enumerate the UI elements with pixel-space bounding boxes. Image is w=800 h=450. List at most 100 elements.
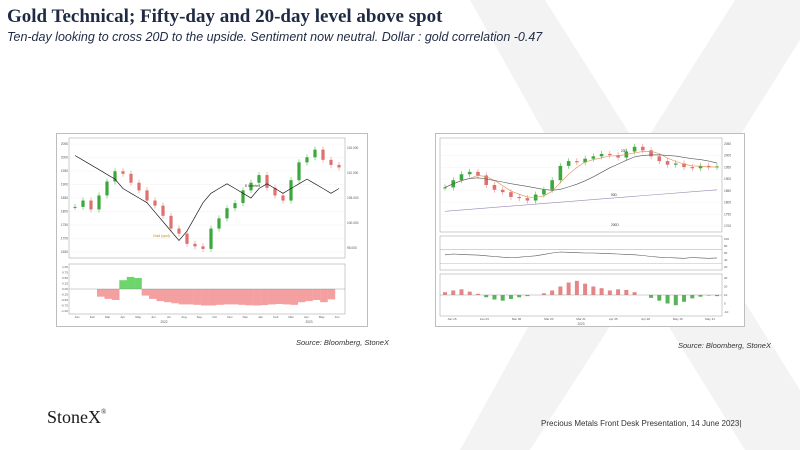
correlation-bar <box>111 289 120 300</box>
correlation-bar <box>282 289 291 305</box>
gold-candle <box>492 185 497 190</box>
lower-y-tick-label: 0.25 <box>62 282 68 286</box>
gold-candle <box>682 163 686 168</box>
gold-candle <box>608 153 612 156</box>
gold-candle <box>193 243 197 247</box>
dxy-inverted-line <box>74 155 340 242</box>
x-tick-label: Mar 06 <box>512 317 522 321</box>
macd-histogram-bar <box>657 295 662 301</box>
gold-candle <box>599 153 604 157</box>
macd-histogram-bar <box>715 295 719 297</box>
macd-histogram-bar <box>459 289 464 295</box>
gold-candle <box>185 233 189 244</box>
x-tick-label: Apr <box>304 315 309 319</box>
correlation-bar <box>230 289 239 305</box>
correlation-bar <box>260 289 269 306</box>
y-left-tick-label: 1650 <box>61 250 68 254</box>
gold-candle <box>632 146 637 152</box>
macd-histogram-bar <box>698 295 703 297</box>
gold-candle <box>641 146 645 151</box>
lower-y-tick-label: -0.25 <box>61 293 68 297</box>
gold-candle <box>89 200 93 210</box>
macd-histogram-bar <box>607 290 612 295</box>
gold-candle <box>476 171 480 176</box>
x-tick-label: Mar 20 <box>544 317 554 321</box>
gold-candle <box>273 187 277 196</box>
correlation-bar <box>97 289 105 297</box>
x-tick-label: May <box>135 315 141 319</box>
gold-candle <box>616 155 620 158</box>
x-tick-label: Apr <box>121 315 126 319</box>
lower-y-tick-label: 0.75 <box>62 271 68 275</box>
y-left-tick-label: 1800 <box>61 210 68 214</box>
gold-candle <box>73 206 77 208</box>
gold-candle <box>698 165 703 169</box>
correlation-bar <box>126 276 135 289</box>
gold-candle <box>249 182 253 191</box>
gold-candle <box>665 161 670 165</box>
macd-histogram-bar <box>550 290 555 295</box>
x-tick-label: Aug <box>181 315 187 319</box>
price-tick-label: 1800 <box>724 201 731 205</box>
y-left-tick-label: 1850 <box>61 196 68 200</box>
x-tick-label: Apr 25 <box>609 317 618 321</box>
macd-histogram-bar <box>665 295 670 304</box>
ma-20d-line <box>444 150 718 198</box>
macd-histogram-bar <box>649 295 654 298</box>
gold-candle <box>509 192 513 197</box>
gold-candle <box>467 171 472 175</box>
x-tick-label: Mar <box>105 315 110 319</box>
correlation-bar <box>104 289 113 299</box>
x-tick-label: Jul <box>167 315 171 319</box>
x-tick-label: Feb <box>273 315 279 319</box>
rsi-tick-label: 60 <box>724 251 728 255</box>
rsi-line <box>444 251 718 259</box>
x-tick-label: Jun <box>335 315 340 319</box>
macd-tick-label: 10 <box>724 293 728 297</box>
gold-annotation: Gold (spot) <box>153 234 170 238</box>
correlation-bar <box>208 289 217 306</box>
year-label: 2023 <box>305 320 312 324</box>
gold-candle <box>161 205 165 216</box>
lower-y-tick-label: 1.00 <box>62 265 68 269</box>
y-left-tick-label: 1900 <box>61 183 68 187</box>
macd-histogram-bar <box>443 292 447 295</box>
gold-technical-svg: 2050200019501900185018001750170010080604… <box>439 137 731 326</box>
macd-histogram-bar <box>591 286 596 295</box>
gold-candle <box>97 195 101 210</box>
gold-candle <box>329 159 333 165</box>
correlation-bar <box>312 289 321 300</box>
x-tick-label: Nov <box>227 315 233 319</box>
price-tick-label: 1950 <box>724 165 731 169</box>
gold-candle <box>177 228 181 234</box>
macd-histogram-bar <box>508 295 513 299</box>
gold-candle <box>241 190 245 204</box>
x-tick-label: Jan 23 <box>480 317 489 321</box>
x-tick-label: Feb <box>90 315 96 319</box>
footer-text: Precious Metals Front Desk Presentation,… <box>541 419 742 428</box>
correlation-bar <box>141 289 150 296</box>
macd-histogram-bar <box>632 292 637 295</box>
gold-candle <box>169 215 173 229</box>
gold-candle <box>459 174 464 181</box>
rsi-tick-label: 80 <box>724 244 728 248</box>
rsi-tick-label: 100 <box>724 237 729 241</box>
macd-histogram-bar <box>624 289 629 295</box>
stonex-logo: StoneX® <box>47 407 106 428</box>
y-left-tick-label: 1750 <box>61 223 68 227</box>
gold-candle <box>233 203 237 209</box>
macd-histogram-bar <box>541 293 546 295</box>
ma-20d-label: 20D <box>621 149 628 153</box>
macd-histogram-bar <box>706 295 711 296</box>
ma-50d-line <box>444 154 718 191</box>
macd-histogram-bar <box>484 295 489 298</box>
correlation-bar <box>238 289 246 305</box>
y-right-tick-label: 105.000 <box>347 196 359 200</box>
year-label: 2022 <box>160 320 167 324</box>
gold-candle <box>591 156 596 159</box>
macd-histogram-bar <box>492 295 497 300</box>
correlation-bar <box>193 289 202 305</box>
gold-candle <box>209 228 213 249</box>
source-note-left: Source: Bloomberg, StoneX <box>296 338 389 347</box>
macd-histogram-bar <box>690 295 695 299</box>
